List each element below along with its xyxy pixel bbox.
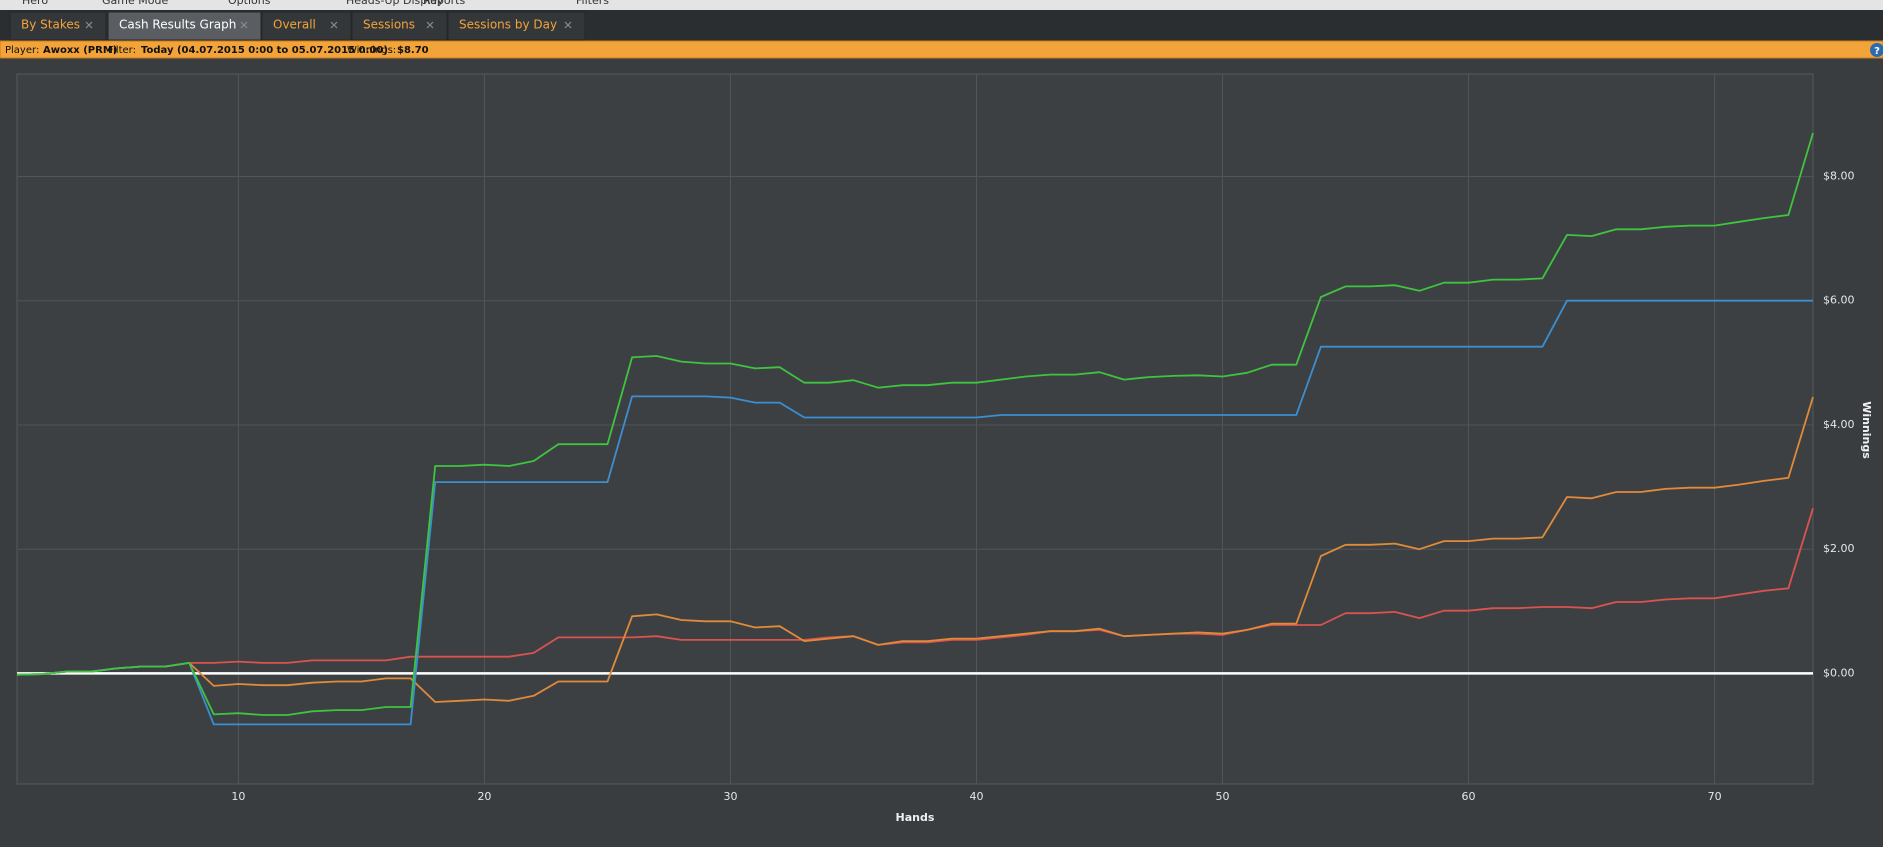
tab[interactable]: [107, 11, 262, 41]
y-tick-label: $6.00: [1823, 294, 1855, 307]
series-line: [16, 132, 1814, 716]
x-tick-label: 40: [970, 790, 984, 803]
x-tick-label: 60: [1462, 790, 1476, 803]
player: Awoxx (PRM): [43, 45, 117, 56]
tab-close[interactable]: [564, 21, 572, 29]
menu-item[interactable]: Reports: [423, 0, 465, 7]
tab-label[interactable]: Overall: [273, 18, 316, 32]
y-axis-label: Winnings: [1860, 401, 1873, 459]
series-line: [16, 396, 1814, 703]
player-label: Player:: [5, 45, 39, 56]
menu-item[interactable]: Hero: [22, 0, 48, 7]
x-tick-label: 70: [1708, 790, 1722, 803]
tab-close[interactable]: [426, 21, 434, 29]
menu-item[interactable]: Game Mode: [102, 0, 168, 7]
tab-close[interactable]: [85, 21, 93, 29]
x-axis-label: Hands: [896, 811, 935, 824]
tab[interactable]: [261, 11, 352, 41]
tab[interactable]: [351, 11, 448, 41]
winnings-label: Winnings:: [347, 45, 396, 56]
tab[interactable]: [447, 11, 586, 41]
tab-close[interactable]: [240, 21, 248, 29]
menu-item[interactable]: Heads-Up Display: [346, 0, 444, 7]
x-tick-label: 30: [723, 790, 737, 803]
x-tick-label: 20: [477, 790, 491, 803]
series-line: [16, 507, 1814, 676]
y-tick-label: $2.00: [1823, 542, 1855, 555]
tab-label[interactable]: Cash Results Graph: [119, 18, 236, 32]
tab-label[interactable]: Sessions: [363, 18, 415, 32]
tab-label[interactable]: By Stakes: [21, 18, 80, 32]
tab-label[interactable]: Sessions by Day: [459, 18, 557, 32]
x-tick-label: 10: [231, 790, 245, 803]
winnings: $8.70: [397, 45, 429, 56]
menu-bar: [0, 0, 1883, 10]
filter-label: Filter:: [108, 45, 136, 56]
tab-close[interactable]: [330, 21, 338, 29]
y-tick-label: $8.00: [1823, 169, 1855, 182]
help-icon[interactable]: [1870, 43, 1883, 57]
menu-item[interactable]: Options: [228, 0, 271, 7]
plot-area: [16, 73, 1814, 785]
y-tick-label: $4.00: [1823, 418, 1855, 431]
y-tick-label: $0.00: [1823, 666, 1855, 679]
menu-item[interactable]: Filters: [576, 0, 609, 7]
series-line: [16, 299, 1813, 726]
filter: Today (04.07.2015 0:00 to 05.07.2015 0:0…: [141, 45, 388, 56]
help-icon-text[interactable]: ?: [1874, 46, 1880, 57]
info-bar: [0, 40, 1883, 59]
x-tick-label: 50: [1216, 790, 1230, 803]
